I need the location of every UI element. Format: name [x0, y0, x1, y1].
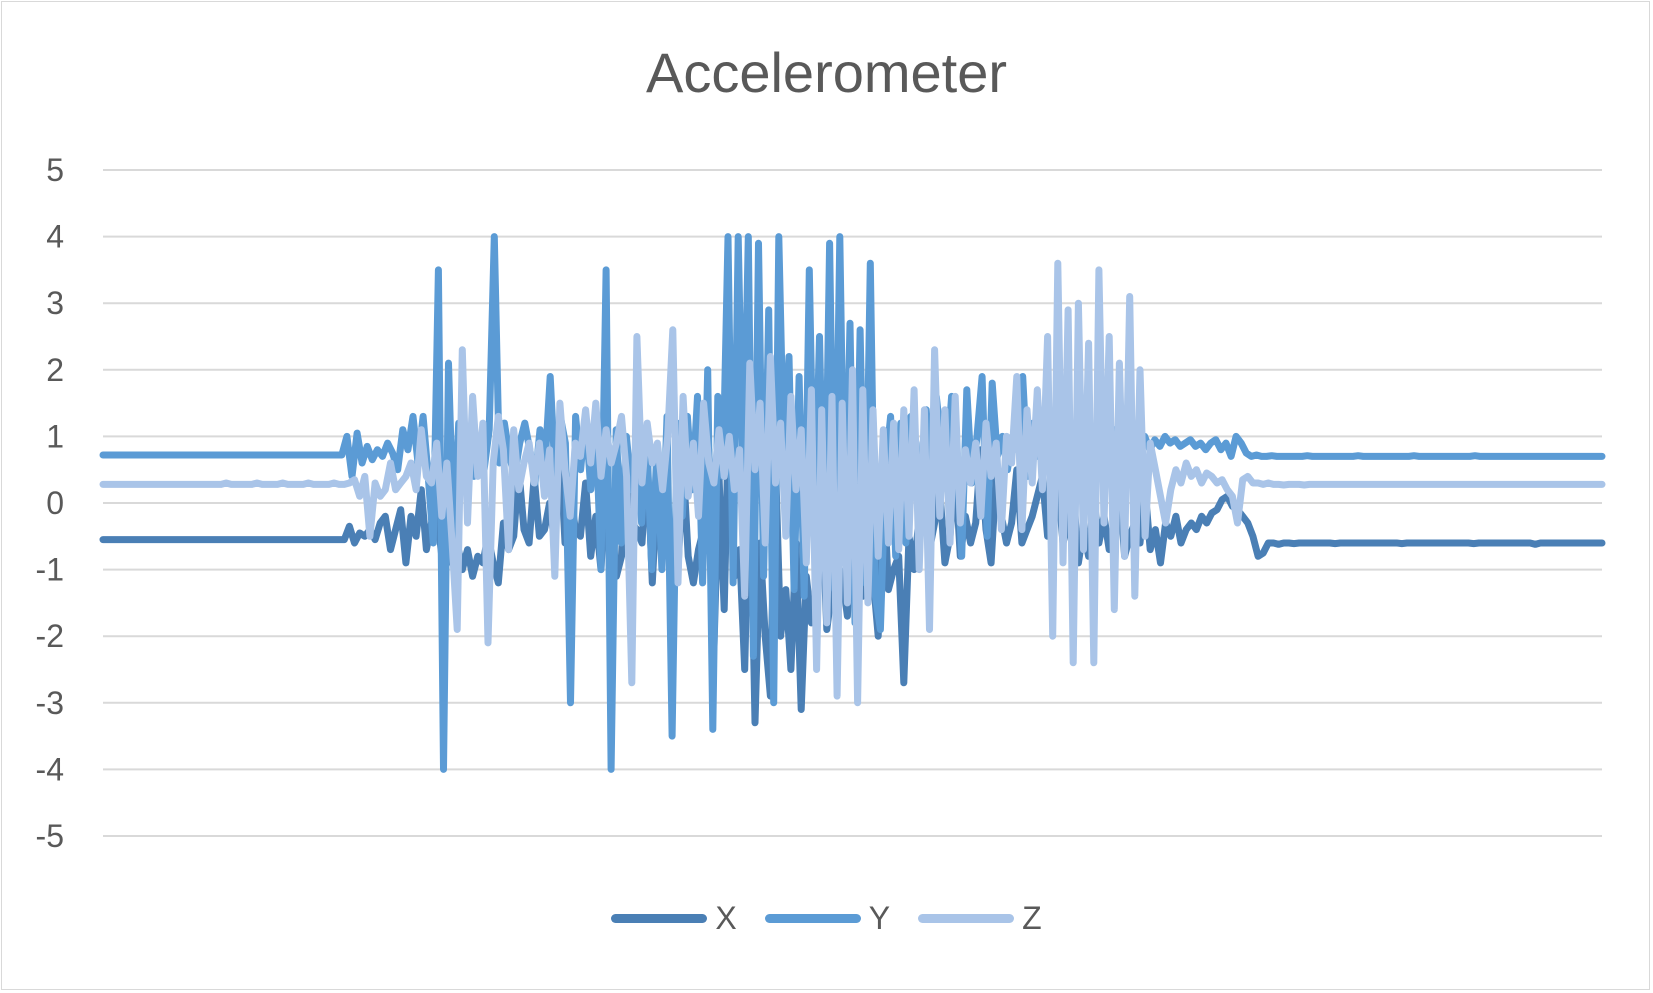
- legend-item-x: X: [611, 900, 737, 937]
- legend-label-x: X: [715, 900, 737, 936]
- legend: X Y Z: [0, 900, 1653, 937]
- y-tick-label: -3: [36, 685, 64, 721]
- chart-title: Accelerometer: [645, 41, 1008, 104]
- series-lines: [99, 233, 1606, 773]
- y-tick-label: 1: [46, 418, 64, 454]
- y-tick-label: -5: [36, 818, 64, 854]
- y-tick-label: 5: [46, 152, 64, 188]
- y-tick-label: 2: [46, 352, 64, 388]
- y-tick-label: -2: [36, 618, 64, 654]
- y-tick-label: -4: [36, 751, 64, 787]
- y-tick-label: -1: [36, 552, 64, 588]
- legend-item-z: Z: [918, 900, 1042, 937]
- y-axis-ticks: 5 4 3 2 1 0 -1 -2 -3 -4 -5: [36, 152, 64, 854]
- y-tick-label: 4: [46, 219, 64, 255]
- legend-swatch-z: [918, 914, 1015, 923]
- y-tick-label: 0: [46, 485, 64, 521]
- legend-label-y: Y: [868, 900, 891, 936]
- legend-swatch-y: [764, 914, 861, 923]
- legend-swatch-x: [611, 914, 708, 923]
- y-tick-label: 3: [46, 285, 64, 321]
- legend-item-y: Y: [764, 900, 891, 937]
- legend-label-z: Z: [1022, 900, 1042, 936]
- series-line-z: [99, 259, 1606, 707]
